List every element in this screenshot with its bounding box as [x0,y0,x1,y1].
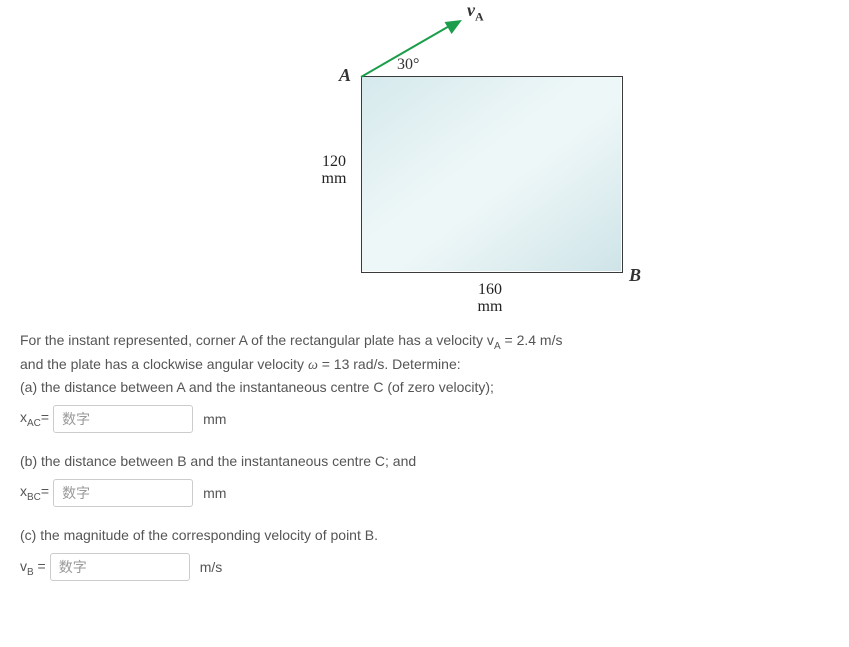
xAC-unit: mm [203,411,226,427]
plate-border [361,76,623,273]
part-c: (c) the magnitude of the corresponding v… [0,525,849,551]
angle-label: 30° [397,56,419,74]
dim-160-unit: mm [465,299,515,316]
part-b-text: (b) the distance between B and the insta… [20,453,416,469]
vA-v: v [467,0,475,20]
dim-160mm: 160 mm [465,282,515,316]
part-b: (b) the distance between B and the insta… [0,451,849,477]
dim-120-unit: mm [314,171,354,188]
vB-input[interactable] [50,553,190,581]
vB-unit: m/s [200,559,223,575]
stmt-line1: For the instant represented, corner A of… [20,332,562,348]
problem-statement: For the instant represented, corner A of… [0,330,849,403]
dim-120mm: 120 mm [314,154,354,188]
xBC-input[interactable] [53,479,193,507]
question-root: vA 30° A B 120 mm 160 mm For the instant… [0,0,849,599]
answer-a-row: xAC= mm [0,403,849,451]
label-B: B [629,265,641,286]
vB-label: vB = [20,558,46,578]
part-c-text: (c) the magnitude of the corresponding v… [20,527,378,543]
label-vA: vA [467,0,484,25]
vA-sub: A [475,10,484,24]
answer-b-row: xBC= mm [0,477,849,525]
dim-120-num: 120 [314,154,354,171]
figure: vA 30° A B 120 mm 160 mm [0,0,849,330]
xBC-label: xBC= [20,483,49,503]
velocity-arrowhead [445,14,466,34]
label-A: A [339,65,351,86]
xAC-input[interactable] [53,405,193,433]
stmt-line2: and the plate has a clockwise angular ve… [20,356,461,372]
xAC-label: xAC= [20,409,49,429]
dim-160-num: 160 [465,282,515,299]
xBC-unit: mm [203,485,226,501]
answer-c-row: vB = m/s [0,551,849,599]
part-a-text: (a) the distance between A and the insta… [20,379,494,395]
